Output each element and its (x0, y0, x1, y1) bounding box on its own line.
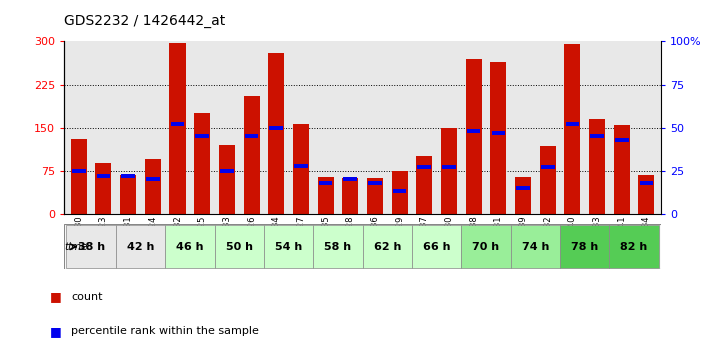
Bar (640, 181, 653, 185)
Text: 58 h: 58 h (324, 242, 351, 252)
Bar (614, 125, 630, 214)
Bar (269, 126, 283, 130)
FancyBboxPatch shape (412, 225, 461, 268)
Text: time: time (65, 242, 88, 252)
Text: ■: ■ (50, 290, 62, 303)
Text: count: count (71, 292, 102, 302)
Bar (417, 165, 431, 169)
Bar (491, 131, 505, 135)
FancyBboxPatch shape (116, 225, 165, 268)
Text: 82 h: 82 h (621, 242, 648, 252)
Bar (392, 171, 407, 214)
Bar (565, 44, 580, 214)
Bar (145, 159, 161, 214)
Bar (319, 181, 333, 185)
Bar (72, 169, 85, 173)
Bar (169, 42, 186, 214)
Bar (171, 122, 184, 126)
Bar (467, 129, 481, 133)
Text: 62 h: 62 h (373, 242, 401, 252)
Text: 38 h: 38 h (77, 242, 105, 252)
Text: 50 h: 50 h (225, 242, 252, 252)
Text: 70 h: 70 h (472, 242, 500, 252)
Bar (441, 128, 457, 214)
FancyBboxPatch shape (215, 225, 264, 268)
Text: 42 h: 42 h (127, 242, 154, 252)
Bar (416, 156, 432, 214)
Bar (245, 134, 258, 138)
FancyBboxPatch shape (609, 225, 659, 268)
Bar (71, 139, 87, 214)
Bar (541, 165, 555, 169)
Bar (220, 169, 234, 173)
FancyBboxPatch shape (264, 225, 314, 268)
Bar (294, 164, 308, 168)
FancyBboxPatch shape (363, 225, 412, 268)
Bar (515, 177, 531, 214)
Bar (367, 178, 383, 214)
Bar (638, 175, 654, 214)
FancyBboxPatch shape (510, 225, 560, 268)
Bar (219, 145, 235, 214)
Bar (120, 175, 137, 214)
Bar (196, 134, 209, 138)
Bar (565, 122, 579, 126)
FancyBboxPatch shape (461, 225, 510, 268)
Bar (342, 178, 358, 214)
Text: 66 h: 66 h (423, 242, 450, 252)
FancyBboxPatch shape (560, 225, 609, 268)
Text: 54 h: 54 h (275, 242, 302, 252)
Bar (442, 165, 456, 169)
FancyBboxPatch shape (66, 225, 116, 268)
Bar (589, 119, 605, 214)
FancyBboxPatch shape (314, 225, 363, 268)
Bar (466, 59, 481, 214)
Bar (194, 113, 210, 214)
Bar (491, 61, 506, 214)
Bar (392, 189, 407, 194)
Bar (516, 186, 530, 190)
Text: 74 h: 74 h (522, 242, 549, 252)
Bar (244, 96, 260, 214)
Text: ■: ■ (50, 325, 62, 338)
Bar (343, 177, 357, 181)
Bar (368, 181, 382, 185)
Bar (318, 177, 333, 214)
Bar (293, 124, 309, 214)
Bar (122, 174, 135, 178)
Text: 78 h: 78 h (571, 242, 599, 252)
Bar (97, 174, 110, 178)
Text: 46 h: 46 h (176, 242, 203, 252)
Bar (540, 146, 556, 214)
FancyBboxPatch shape (165, 225, 215, 268)
Bar (146, 177, 160, 181)
Bar (590, 134, 604, 138)
Bar (615, 138, 629, 142)
Bar (95, 163, 112, 214)
Text: GDS2232 / 1426442_at: GDS2232 / 1426442_at (64, 13, 225, 28)
Text: percentile rank within the sample: percentile rank within the sample (71, 326, 259, 336)
Bar (268, 53, 284, 214)
